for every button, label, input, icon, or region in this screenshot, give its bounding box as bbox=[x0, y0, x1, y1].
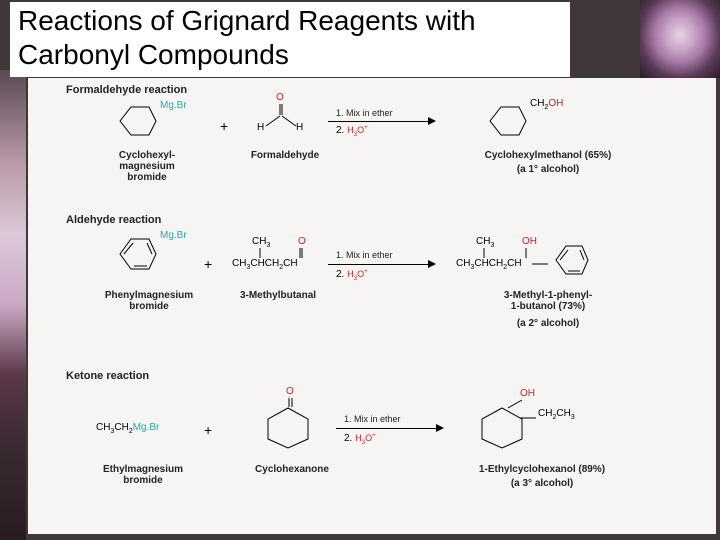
s3-prod-ethbond bbox=[518, 412, 538, 424]
s1-carbonyl-label: Formaldehyde bbox=[240, 150, 330, 161]
s1-arrow bbox=[328, 121, 428, 122]
s3-reagent: CH3CH2Mg.Br bbox=[96, 422, 159, 435]
cyclohexanone-ring bbox=[258, 404, 318, 450]
s3-product-sub: (a 3° alcohol) bbox=[452, 478, 632, 489]
s1-h1: H bbox=[257, 122, 264, 133]
s2-chain: CH3CHCH2CH bbox=[232, 258, 298, 271]
s2-arrow-head bbox=[428, 260, 436, 268]
s1-product-label: Cyclohexylmethanol (65%) bbox=[468, 150, 628, 161]
s3-prod-eth: CH2CH3 bbox=[538, 408, 575, 421]
s3-reagent-label: Ethylmagnesiumbromide bbox=[88, 464, 198, 486]
s2-prod-bond-ring bbox=[530, 258, 550, 270]
s3-carbonyl-label: Cyclohexanone bbox=[242, 464, 342, 475]
section2-name: Aldehyde reaction bbox=[66, 214, 161, 226]
section3-name: Ketone reaction bbox=[66, 370, 149, 382]
s3-plus: + bbox=[204, 422, 212, 438]
left-decorative-strip bbox=[0, 70, 26, 540]
s1-product-att: CH2OH bbox=[530, 98, 563, 111]
s1-reagent-att: Mg.Br bbox=[160, 100, 187, 111]
section1-name: Formaldehyde reaction bbox=[66, 84, 187, 96]
s3-product-ring bbox=[472, 404, 532, 450]
s3-cond-bot: 2. H3O+ bbox=[344, 432, 376, 446]
s2-cond-top: 1. Mix in ether bbox=[336, 250, 393, 260]
corner-decorative-image bbox=[640, 0, 720, 78]
s1-arrow-head bbox=[428, 117, 436, 125]
content-area: Formaldehyde reaction Mg.Br + O H H 1. M… bbox=[28, 78, 716, 534]
s1-cond-top: 1. Mix in ether bbox=[336, 108, 393, 118]
phenyl-ring bbox=[108, 232, 158, 276]
page-title: Reactions of Grignard Reagents with Carb… bbox=[10, 2, 570, 77]
s2-reagent-att: Mg.Br bbox=[160, 230, 187, 241]
s2-arrow bbox=[328, 264, 428, 265]
s2-cond-bot: 2. H3O+ bbox=[336, 268, 368, 282]
s3-arrow bbox=[336, 428, 436, 429]
s3-product-label: 1-Ethylcyclohexanol (89%) bbox=[452, 464, 632, 475]
s2-plus: + bbox=[204, 256, 212, 272]
s2-prod-chain: CH3CHCH2CH bbox=[456, 258, 522, 271]
s1-reagent-label: Cyclohexyl-magnesiumbromide bbox=[102, 150, 192, 183]
s1-product-ring bbox=[478, 100, 528, 142]
s2-carbonyl-label: 3-Methylbutanal bbox=[228, 290, 328, 301]
s2-product-sub: (a 2° alcohol) bbox=[468, 318, 628, 329]
s1-product-sub: (a 1° alcohol) bbox=[468, 164, 628, 175]
s1-h2: H bbox=[296, 122, 303, 133]
cyclohexyl-ring bbox=[108, 100, 158, 142]
s2-reagent-label: Phenylmagnesiumbromide bbox=[94, 290, 204, 312]
s2-product-ring bbox=[548, 240, 592, 280]
s1-cond-bot: 2. H3O+ bbox=[336, 124, 368, 138]
s2-product-label: 3-Methyl-1-phenyl-1-butanol (73%) bbox=[468, 290, 628, 312]
s1-plus: + bbox=[220, 118, 228, 134]
s3-cond-top: 1. Mix in ether bbox=[344, 414, 401, 424]
s3-arrow-head bbox=[436, 424, 444, 432]
